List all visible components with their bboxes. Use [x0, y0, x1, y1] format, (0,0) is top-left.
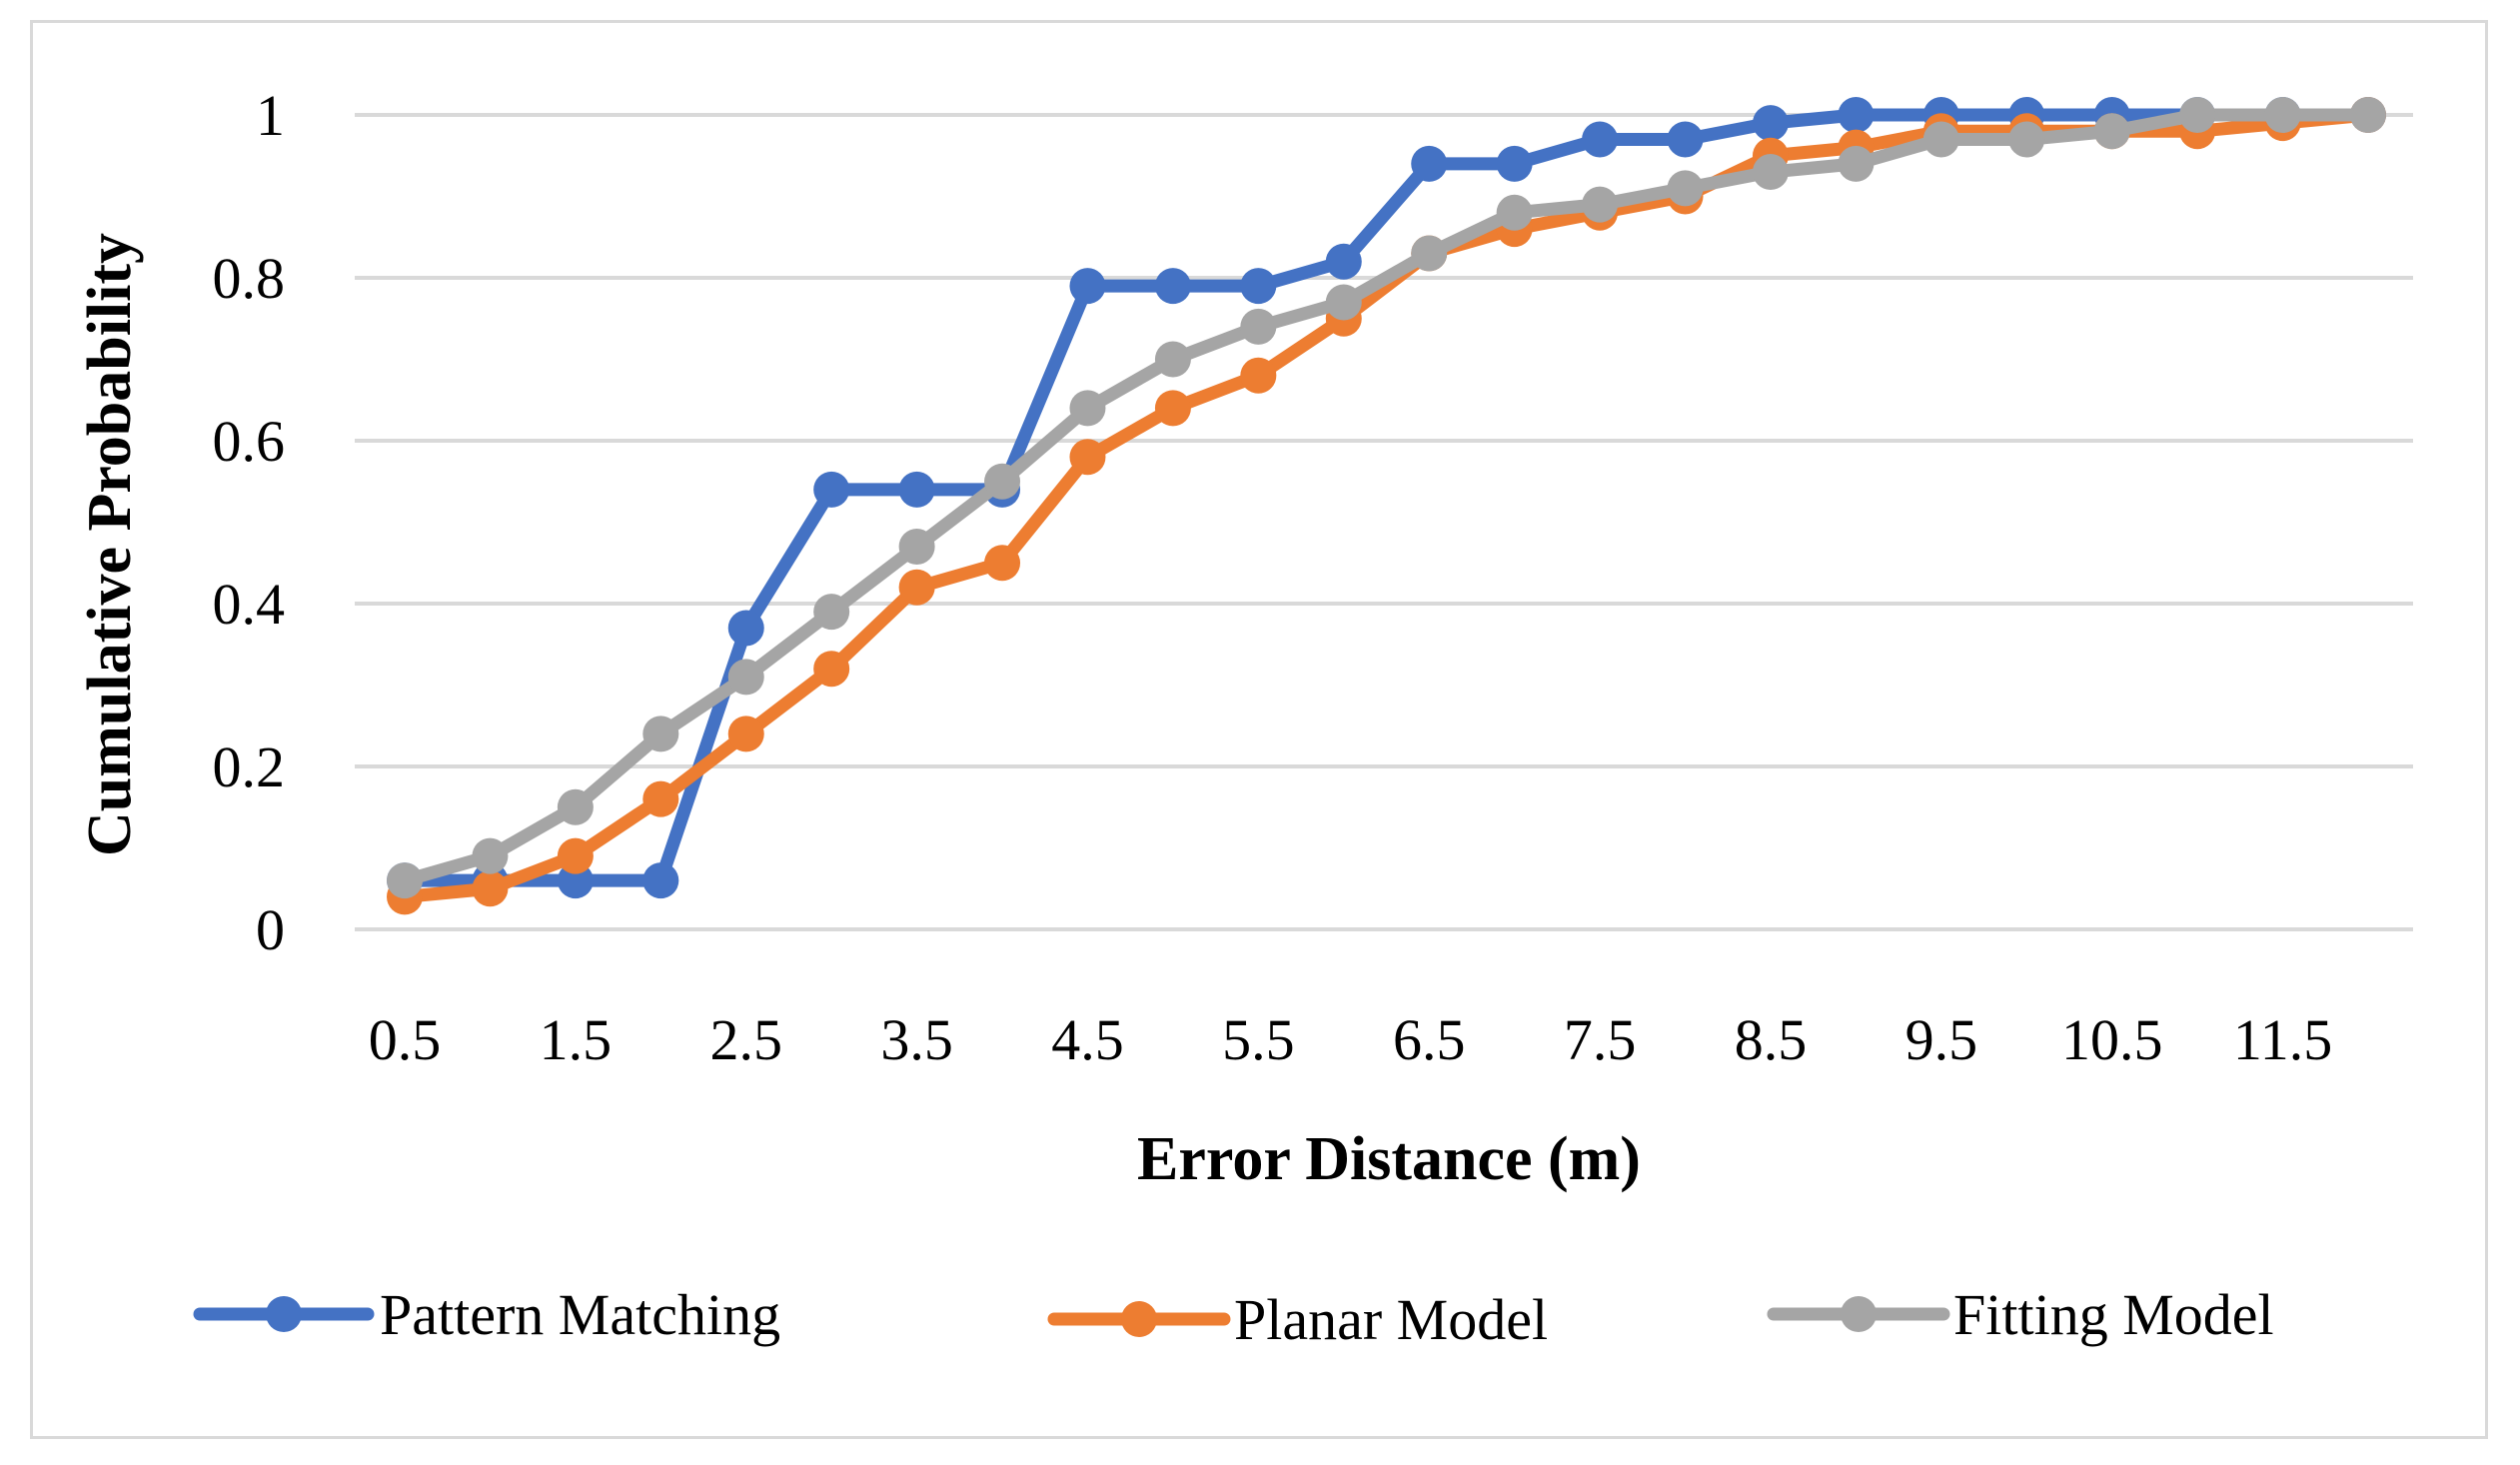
series-2-point-15 [1667, 170, 1704, 207]
series-2-point-17 [1838, 145, 1875, 182]
chart-frame [30, 20, 2488, 1439]
legend-item-1: Planar Model [1047, 1287, 1548, 1352]
series-2-point-18 [1922, 121, 1959, 158]
x-tick-label-3: 3.5 [880, 1007, 953, 1072]
x-tick-label-1: 1.5 [540, 1007, 613, 1072]
series-0-point-12 [1411, 145, 1448, 182]
series-1-point-9 [1154, 390, 1191, 427]
y-tick-label-2: 0.4 [213, 572, 286, 637]
series-0-point-15 [1667, 121, 1704, 158]
series-1-point-4 [727, 716, 764, 752]
series-0-point-6 [898, 471, 935, 508]
series-2-point-6 [898, 528, 935, 565]
y-tick-label-1: 0.2 [213, 734, 286, 799]
series-2-point-16 [1752, 154, 1789, 191]
series-2-point-1 [472, 837, 509, 874]
series-0-point-3 [642, 862, 679, 899]
x-tick-label-7: 7.5 [1564, 1007, 1637, 1072]
series-0-point-9 [1154, 268, 1191, 305]
series-1-point-3 [642, 780, 679, 817]
series-1-point-1 [472, 870, 509, 907]
x-tick-label-0: 0.5 [369, 1007, 442, 1072]
series-0-point-13 [1496, 145, 1533, 182]
y-tick-label-0: 0 [256, 897, 285, 962]
series-0-point-11 [1325, 243, 1362, 280]
legend-marker-2 [1841, 1296, 1877, 1332]
series-1-point-7 [984, 545, 1021, 582]
series-0-point-4 [727, 610, 764, 647]
series-2-point-8 [1069, 390, 1106, 427]
legend-marker-1 [1121, 1301, 1157, 1337]
x-tick-label-9: 9.5 [1905, 1007, 1978, 1072]
series-2-point-12 [1411, 235, 1448, 272]
series-2-point-11 [1325, 284, 1362, 321]
x-tick-label-8: 8.5 [1735, 1007, 1808, 1072]
y-tick-labels: 0 0.2 0.4 0.6 0.8 1 [213, 83, 286, 962]
legend-item-2: Fitting Model [1767, 1282, 2274, 1347]
series-0-point-5 [813, 471, 850, 508]
series-2-point-2 [557, 788, 594, 825]
legend-label-2: Fitting Model [1953, 1282, 2274, 1347]
series-1-point-6 [898, 569, 935, 606]
x-tick-label-10: 10.5 [2061, 1007, 2163, 1072]
series-1-point-10 [1240, 357, 1277, 394]
series-1-point-8 [1069, 439, 1106, 476]
series-2 [387, 97, 2386, 899]
series-2-point-9 [1154, 341, 1191, 378]
y-tick-label-3: 0.6 [213, 409, 286, 474]
series-2-point-19 [2008, 121, 2045, 158]
x-tick-label-4: 4.5 [1051, 1007, 1124, 1072]
series-2-point-20 [2093, 113, 2130, 150]
legend-label-1: Planar Model [1234, 1287, 1548, 1352]
x-tick-labels: 0.5 1.5 2.5 3.5 4.5 5.5 6.5 7.5 8.5 9.5 10.5 11.5 [369, 1007, 2332, 1072]
x-tick-label-5: 5.5 [1222, 1007, 1295, 1072]
series-1-point-5 [813, 651, 850, 688]
series-0-point-17 [1838, 97, 1875, 133]
series-0-point-10 [1240, 268, 1277, 305]
series-2-point-3 [642, 716, 679, 752]
series-2-point-23 [2350, 97, 2386, 133]
x-tick-label-6: 6.5 [1393, 1007, 1466, 1072]
series-0-point-8 [1069, 268, 1106, 305]
legend-marker-0 [266, 1296, 302, 1332]
x-tick-label-2: 2.5 [709, 1007, 782, 1072]
series-0-point-16 [1752, 105, 1789, 142]
series-2-point-22 [2264, 97, 2301, 133]
series-0-point-14 [1582, 121, 1619, 158]
series-2-point-10 [1240, 308, 1277, 345]
y-axis-title: Cumulative Probability [76, 233, 144, 856]
series-2-point-7 [984, 463, 1021, 500]
x-tick-label-11: 11.5 [2233, 1007, 2332, 1072]
series-2-point-13 [1496, 194, 1533, 231]
legend-label-0: Pattern Matching [380, 1282, 780, 1347]
series-1-point-2 [557, 837, 594, 874]
legend: Pattern Matching Planar Model Fitting Mode… [193, 1282, 2274, 1352]
y-tick-label-5: 1 [256, 83, 285, 148]
series-2-point-0 [387, 862, 423, 899]
legend-item-0: Pattern Matching [193, 1282, 780, 1347]
series-2-point-5 [813, 594, 850, 631]
series-group [387, 97, 2386, 915]
series-2-point-21 [2179, 97, 2216, 133]
series-2-point-14 [1582, 186, 1619, 223]
series-2-point-4 [727, 659, 764, 696]
y-tick-label-4: 0.8 [213, 246, 286, 311]
x-axis-title: Error Distance (m) [1137, 1125, 1641, 1193]
